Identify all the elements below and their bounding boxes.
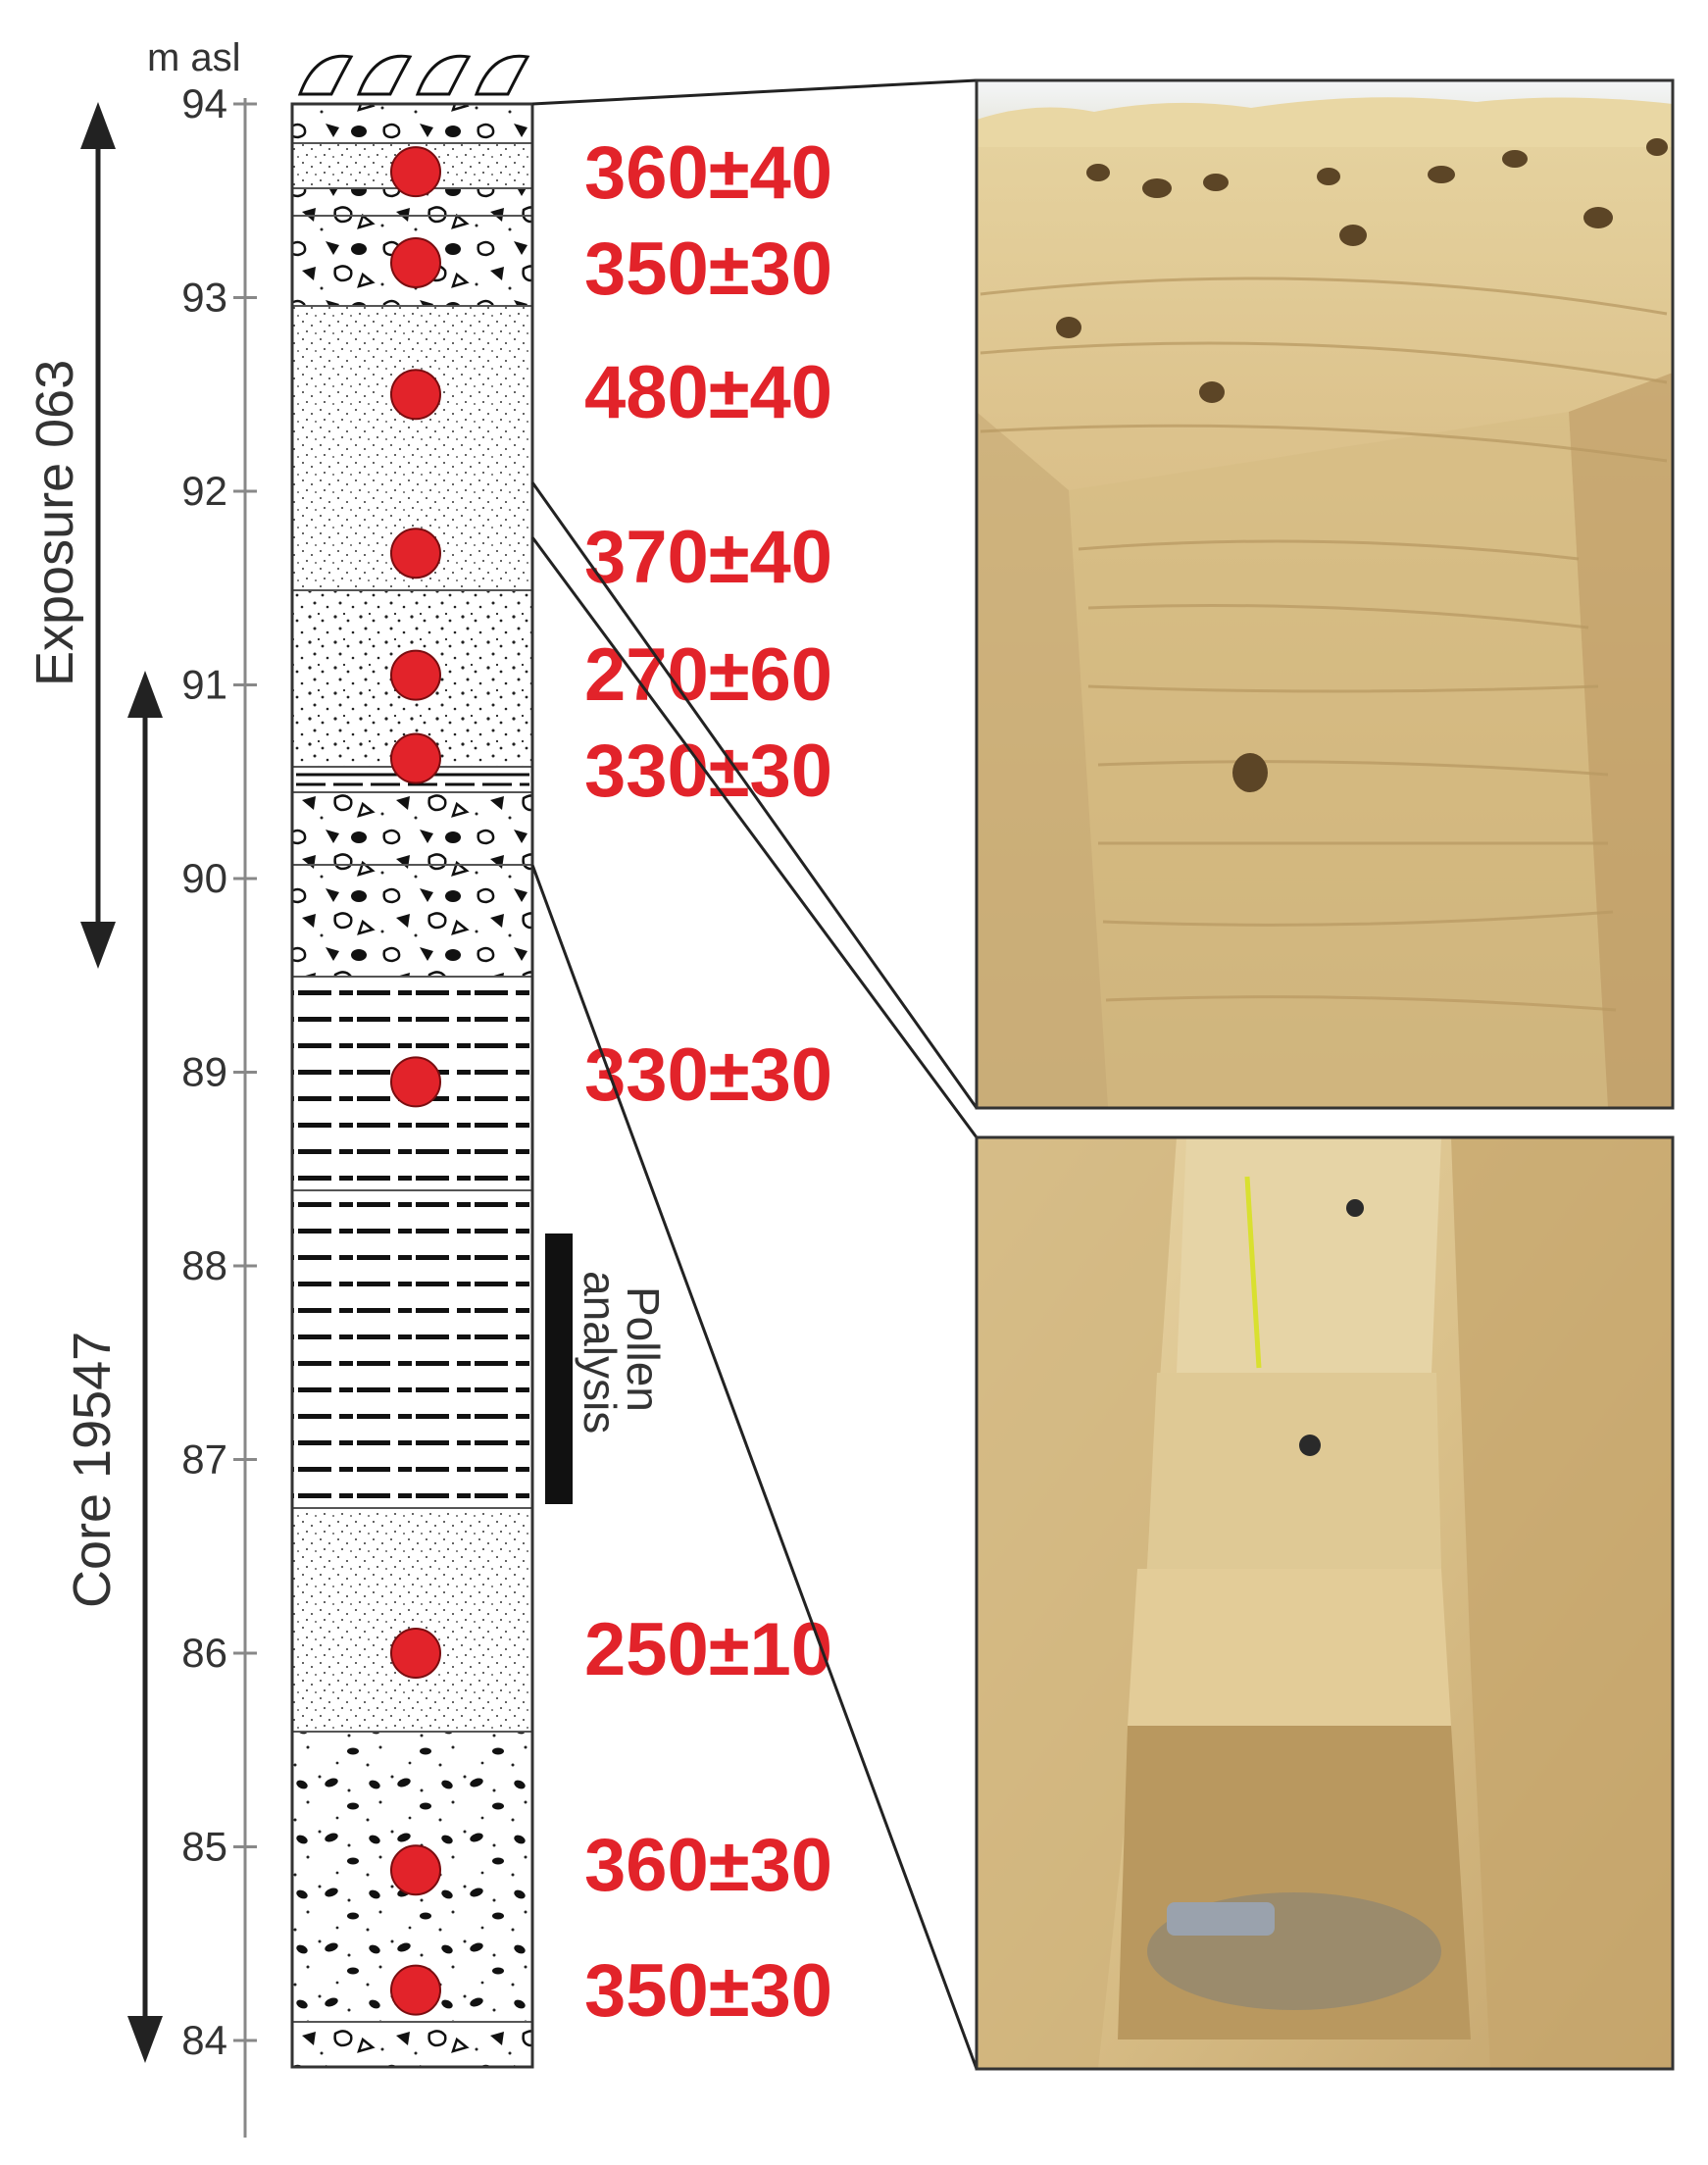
photo-bottom-measuring-tape <box>1244 1176 1262 1369</box>
exposure-range-label: Exposure 063 <box>25 360 84 686</box>
photo-top-strata <box>980 277 1668 1012</box>
connector-mid <box>530 536 979 1138</box>
age-label: 330±30 <box>584 730 832 813</box>
photo-bottom-step-3 <box>1128 1569 1451 1726</box>
sample-dot <box>390 236 441 288</box>
sample-dot <box>390 649 441 701</box>
age-labels: 360±40 350±30 480±40 370±40 270±60 330±30 330±… <box>584 131 832 2033</box>
age-label: 270±60 <box>584 633 832 717</box>
sample-dot <box>390 1964 441 2016</box>
photo-top-left-shadow <box>977 412 1108 1108</box>
layer-gravel-top <box>291 103 533 144</box>
core-arrow-head-down <box>127 2016 163 2063</box>
photo-bottom-left-wall <box>977 1137 1177 2069</box>
connector-bottom <box>530 864 979 2070</box>
age-label: 350±30 <box>584 227 832 311</box>
photo-bottom-pipe <box>1167 1902 1275 1936</box>
photo-bottom-step-1 <box>1177 1137 1441 1373</box>
axis-tick-label: 92 <box>181 468 227 514</box>
photo-bottom-core-hole-2 <box>1299 1435 1321 1456</box>
photo-top-burrows <box>1056 138 1668 792</box>
axis-tick-label: 86 <box>181 1630 227 1676</box>
exposure-range: Exposure 063 <box>25 102 116 969</box>
trench-core-photo <box>975 1135 1675 2071</box>
layer-clay-2 <box>291 1189 533 1509</box>
axis-tick-label: 90 <box>181 855 227 901</box>
photo-top-frame <box>975 78 1675 1110</box>
photo-bottom-right-wall <box>1451 1137 1673 2069</box>
layer-gravel-5 <box>291 864 533 978</box>
sample-dot <box>390 1628 441 1679</box>
axis-tick-label: 89 <box>181 1049 227 1095</box>
sample-dot <box>390 369 441 421</box>
axis-tick-label: 91 <box>181 662 227 708</box>
sample-dot <box>390 528 441 579</box>
photo-top-cliff-edge <box>977 97 1673 147</box>
pollen-analysis: Pollen analysis <box>545 1234 669 1504</box>
upper-exposure-photo <box>975 78 1675 1110</box>
pollen-label-line2: analysis <box>575 1271 626 1434</box>
age-label: 360±30 <box>584 1824 832 1907</box>
axis-tick-label: 85 <box>181 1824 227 1870</box>
column-outline <box>290 102 534 2069</box>
exposure-arrow-head-down <box>80 922 116 969</box>
age-label: 480±40 <box>584 351 832 434</box>
connector-top-1 <box>531 78 978 106</box>
axis-tick-label: 84 <box>181 2017 227 2063</box>
photo-top-right-shadow <box>1569 373 1673 1108</box>
axis-tick-label: 94 <box>181 80 227 126</box>
pollen-analysis-bar <box>545 1234 573 1504</box>
layer-gravel-bottom <box>291 2021 533 2068</box>
core-arrow-head-up <box>127 671 163 718</box>
core-range: Core 19547 <box>63 671 163 2063</box>
axis-tick-label: 93 <box>181 275 227 321</box>
age-label: 360±40 <box>584 131 832 215</box>
photo-bottom-frame <box>975 1135 1675 2071</box>
connector-lines <box>530 78 979 2070</box>
core-range-label: Core 19547 <box>63 1332 122 1608</box>
photo-bottom-step-2 <box>1147 1373 1441 1569</box>
layer-sand-4 <box>291 1507 533 1733</box>
age-label: 330±30 <box>584 1033 832 1117</box>
sample-dot <box>390 732 441 784</box>
photo-bottom-core-hole-1 <box>1346 1199 1364 1217</box>
sample-dot <box>390 146 441 198</box>
soil-symbols <box>297 54 530 96</box>
sample-dot <box>390 1844 441 1896</box>
elevation-axis: m asl 94 93 92 91 90 89 88 87 86 85 84 <box>147 36 257 2138</box>
connector-top-2 <box>530 481 979 1109</box>
sample-dot <box>390 1056 441 1108</box>
age-label: 250±10 <box>584 1608 832 1691</box>
axis-unit-label: m asl <box>147 36 241 79</box>
exposure-arrow-head-up <box>80 102 116 149</box>
layer-gravel-4 <box>291 791 533 866</box>
pollen-label-line1: Pollen <box>618 1286 669 1412</box>
photo-top-face <box>1069 412 1608 1108</box>
axis-tick-label: 88 <box>181 1242 227 1288</box>
age-label: 350±30 <box>584 1949 832 2033</box>
axis-tick-label: 87 <box>181 1436 227 1483</box>
age-label: 370±40 <box>584 516 832 599</box>
stratigraphic-column <box>290 54 534 2069</box>
